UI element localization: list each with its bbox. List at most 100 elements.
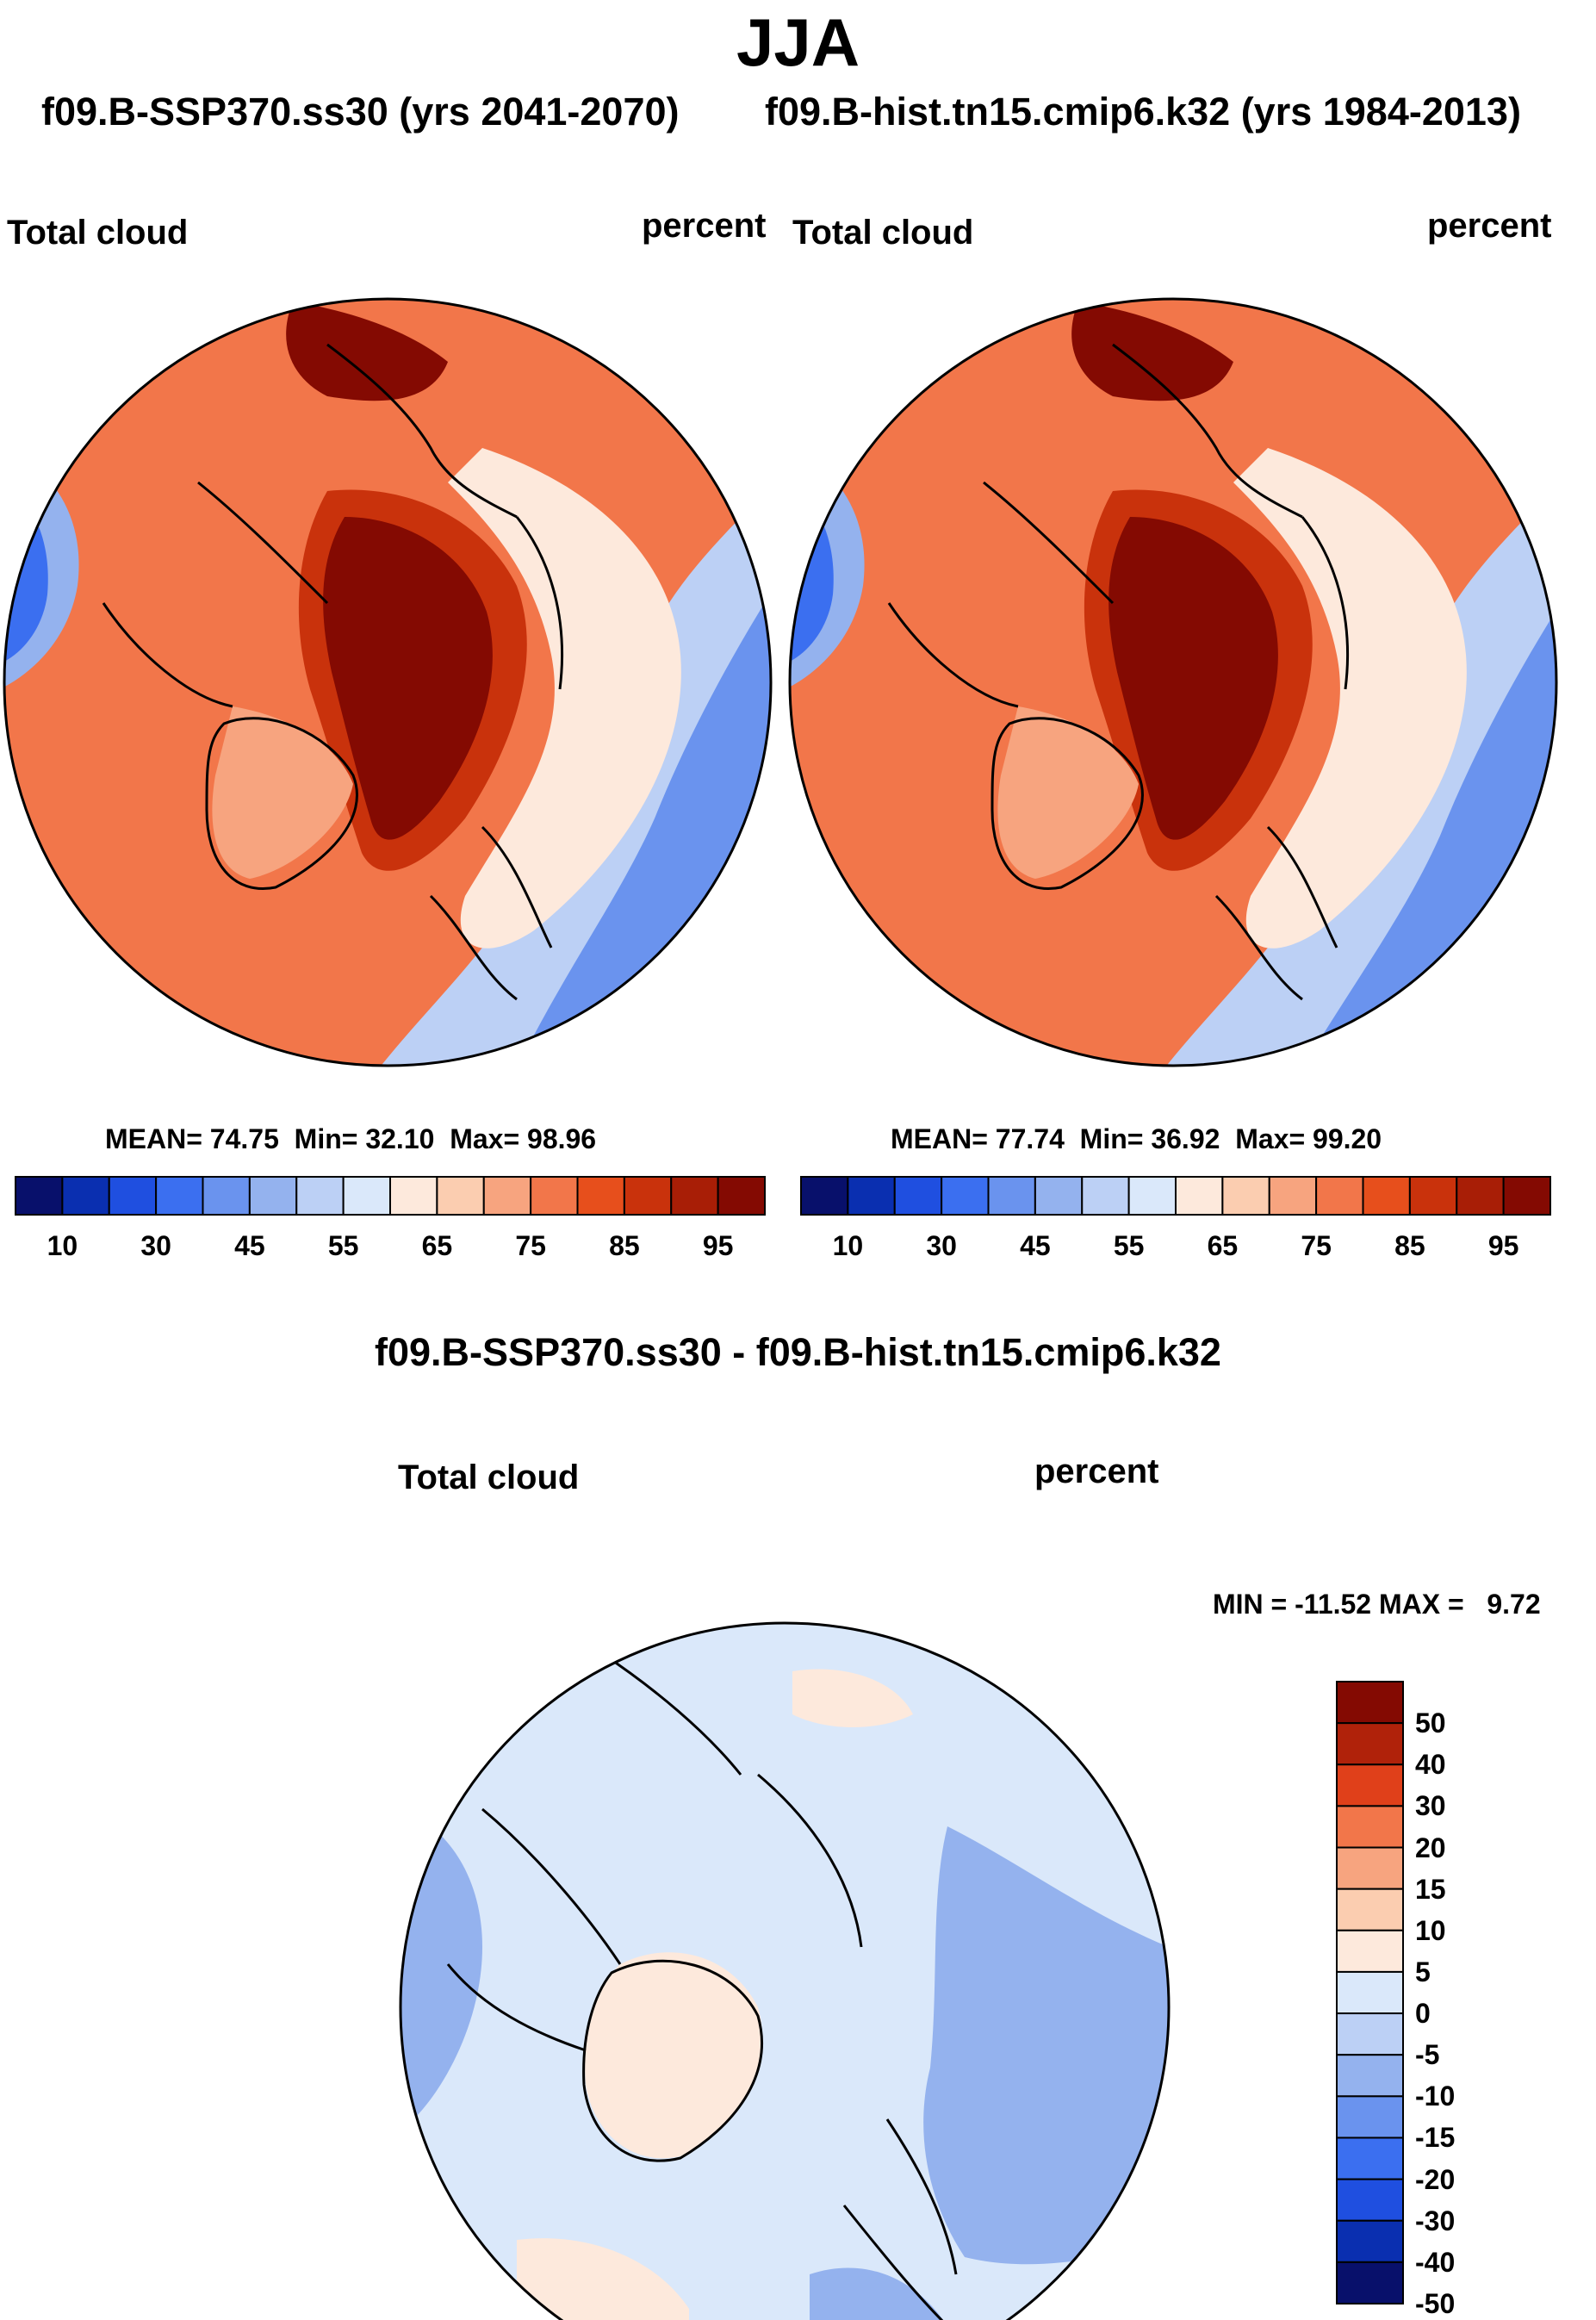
map-b-top-patch <box>1071 302 1233 401</box>
colorbar-tick-label: 10 <box>47 1230 78 1261</box>
colorbar-tick-label: 65 <box>1207 1230 1239 1261</box>
map-a-top-patch <box>286 302 448 401</box>
map-a-boundary <box>3 297 773 1067</box>
colorbar-swatch <box>1336 1805 1404 1849</box>
colorbar-swatch <box>1336 1846 1404 1890</box>
colorbar-tick-label: 55 <box>1113 1230 1145 1261</box>
colorbar-tick-label: -10 <box>1415 2081 1456 2112</box>
map-diff-neg-south <box>810 2267 947 2320</box>
colorbar-tick-label: -30 <box>1415 2205 1456 2236</box>
colorbar-swatch <box>847 1176 896 1216</box>
colorbar-tick-label: 5 <box>1415 1956 1431 1987</box>
colorbar-swatch <box>941 1176 990 1216</box>
panel-b-mean-value: 77.74 <box>995 1123 1065 1154</box>
colorbar-difference <box>1336 1681 1404 2305</box>
colorbar-panel-b <box>800 1176 1551 1216</box>
map-b-coastlines <box>887 343 1349 1001</box>
colorbar-swatch <box>1268 1176 1318 1216</box>
colorbar-tick-label: 10 <box>1415 1914 1446 1946</box>
colorbar-swatch <box>1127 1176 1177 1216</box>
colorbar-tick-label: 95 <box>1487 1230 1519 1261</box>
colorbar-tick-label: 45 <box>1020 1230 1051 1261</box>
panel-a-units: percent <box>642 207 767 245</box>
map-b-neutral-belt <box>1233 448 1467 949</box>
season-title: JJA <box>736 4 860 80</box>
panel-b-min-label: Min= <box>1079 1123 1144 1154</box>
colorbar-tick-label: 30 <box>140 1230 171 1261</box>
colorbar-tick-label: -40 <box>1415 2246 1456 2278</box>
colorbar-swatch <box>1336 1929 1404 1973</box>
colorbar-tick-label: 85 <box>609 1230 640 1261</box>
diff-units: percent <box>1034 1452 1159 1490</box>
colorbar-swatch <box>1315 1176 1364 1216</box>
colorbar-swatch <box>155 1176 204 1216</box>
colorbar-swatch <box>1336 2012 1404 2056</box>
map-panel-diff <box>401 1623 1169 2320</box>
case-b-title: f09.B-hist.tn15.cmip6.k32 (yrs 1984-2013… <box>765 90 1521 134</box>
colorbar-tick-label: -50 <box>1415 2288 1456 2319</box>
map-diff-pos-north <box>792 1669 913 1727</box>
map-b-arctic-core <box>1109 517 1278 840</box>
colorbar-swatch <box>1034 1176 1084 1216</box>
map-a-greenland-patch <box>212 706 353 879</box>
panel-a-variable: Total cloud <box>7 214 189 252</box>
map-diff-pos-south <box>517 2238 689 2320</box>
colorbar-swatch <box>1336 2137 1404 2180</box>
colorbar-swatch <box>1336 1888 1404 1931</box>
colorbar-tick-label: 40 <box>1415 1749 1446 1781</box>
colorbar-swatch <box>576 1176 625 1216</box>
colorbar-swatch <box>623 1176 673 1216</box>
map-diff-coastlines <box>446 1652 958 2320</box>
colorbar-swatch <box>800 1176 849 1216</box>
colorbar-tick-label: 30 <box>926 1230 957 1261</box>
colorbar-swatch <box>61 1176 110 1216</box>
colorbar-tick-label: 15 <box>1415 1873 1446 1905</box>
colorbar-tick-label: 75 <box>1301 1230 1332 1261</box>
map-a-coastlines <box>102 343 563 1001</box>
map-b-boundary <box>788 297 1558 1067</box>
colorbar-swatch <box>389 1176 438 1216</box>
panel-b-mean-label: MEAN= <box>891 1123 988 1154</box>
diff-minmax: MIN = -11.52 MAX = 9.72 <box>1213 1589 1541 1620</box>
colorbar-swatch <box>295 1176 345 1216</box>
colorbar-swatch <box>893 1176 943 1216</box>
map-diff-neg-east <box>923 1826 1169 2265</box>
colorbar-swatch <box>670 1176 719 1216</box>
colorbar-tick-label: -15 <box>1415 2122 1456 2154</box>
colorbar-swatch <box>1336 2219 1404 2263</box>
colorbar-tick-label: 85 <box>1394 1230 1425 1261</box>
panel-b-variable: Total cloud <box>792 214 974 252</box>
colorbar-tick-label: -5 <box>1415 2039 1440 2071</box>
colorbar-swatch <box>108 1176 158 1216</box>
colorbar-swatch <box>987 1176 1036 1216</box>
colorbar-swatch <box>15 1176 64 1216</box>
colorbar-swatch <box>1221 1176 1270 1216</box>
panel-a-max-label: Max= <box>450 1123 520 1154</box>
map-b-greenland-outline <box>991 717 1144 890</box>
colorbar-tick-label: 0 <box>1415 1998 1431 2030</box>
colorbar-swatch <box>1362 1176 1411 1216</box>
colorbar-swatch <box>248 1176 298 1216</box>
colorbar-swatch <box>1336 1681 1404 1725</box>
panel-a-min-label: Min= <box>294 1123 358 1154</box>
colorbar-tick-label: -20 <box>1415 2163 1456 2195</box>
panel-a-max-value: 98.96 <box>527 1123 597 1154</box>
colorbar-swatch <box>342 1176 391 1216</box>
colorbar-tick-label: 20 <box>1415 1832 1446 1863</box>
panel-a-mean-value: 74.75 <box>209 1123 279 1154</box>
colorbar-swatch <box>1175 1176 1224 1216</box>
case-a-title: f09.B-SSP370.ss30 (yrs 2041-2070) <box>41 90 680 134</box>
diff-variable: Total cloud <box>398 1459 580 1496</box>
colorbar-tick-label: 55 <box>327 1230 359 1261</box>
difference-title: f09.B-SSP370.ss30 - f09.B-hist.tn15.cmip… <box>375 1330 1221 1374</box>
colorbar-tick-label: 30 <box>1415 1790 1446 1822</box>
map-diff-pos-greenland <box>585 1952 763 2159</box>
panel-b-max-value: 99.20 <box>1313 1123 1382 1154</box>
panel-a-mean-label: MEAN= <box>105 1123 202 1154</box>
map-diff-greenland-outline <box>582 1959 763 2162</box>
colorbar-panel-a <box>15 1176 766 1216</box>
map-a-greenland-outline <box>205 717 358 890</box>
colorbar-swatch <box>436 1176 485 1216</box>
map-a-arctic-core <box>323 517 493 840</box>
panel-b-max-label: Max= <box>1235 1123 1306 1154</box>
